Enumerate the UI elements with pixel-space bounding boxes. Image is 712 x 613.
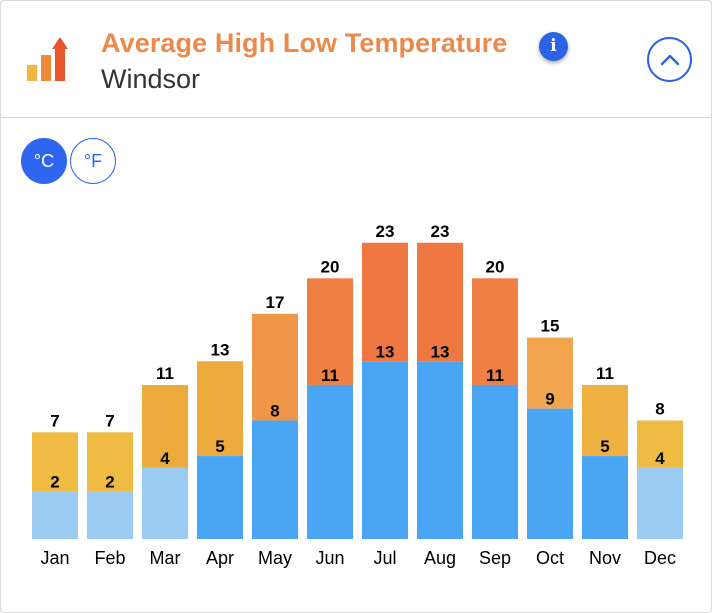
low-value-label: 2	[105, 473, 114, 492]
high-bar	[197, 361, 243, 457]
low-value-label: 9	[545, 390, 554, 409]
low-value-label: 13	[431, 342, 450, 361]
low-bar	[362, 361, 408, 539]
low-value-label: 13	[376, 342, 395, 361]
month-tick-label: Jun	[315, 548, 344, 568]
month-tick-label: Mar	[150, 548, 181, 568]
card-header: Average High Low Temperature Windsor i	[1, 1, 711, 118]
low-value-label: 5	[215, 437, 224, 456]
month-tick-label: Apr	[206, 548, 234, 568]
fahrenheit-toggle-button[interactable]: °F	[70, 138, 116, 184]
low-value-label: 2	[50, 473, 59, 492]
high-value-label: 7	[105, 411, 114, 430]
high-value-label: 11	[156, 364, 174, 383]
low-value-label: 4	[655, 449, 665, 468]
month-tick-label: Sep	[479, 548, 511, 568]
temperature-bar-chart: 7 2 Jan 7 2 Feb 11 4 Mar 13 5 Apr 17 8 May 20 11 Jun 23 13 J…	[32, 222, 683, 568]
high-bar	[637, 420, 683, 468]
month-tick-label: Oct	[536, 548, 564, 568]
low-bar	[307, 384, 353, 539]
card-title: Average High Low Temperature	[101, 28, 508, 58]
low-bar	[527, 408, 573, 539]
high-value-label: 17	[266, 293, 285, 312]
high-bar	[252, 313, 298, 421]
low-bar	[472, 384, 518, 539]
month-tick-label: Jul	[373, 548, 396, 568]
high-bar	[527, 337, 573, 409]
location-name: Windsor	[101, 64, 201, 94]
high-value-label: 20	[486, 257, 505, 276]
month-tick-label: Jan	[40, 548, 69, 568]
month-tick-label: Feb	[94, 548, 125, 568]
month-tick-label: Aug	[424, 548, 456, 568]
high-bar	[32, 432, 78, 492]
collapse-button[interactable]	[647, 37, 692, 82]
high-value-label: 15	[541, 317, 560, 336]
info-icon[interactable]: i	[539, 32, 568, 61]
celsius-toggle-button[interactable]: °C	[21, 138, 67, 184]
low-bar	[197, 456, 243, 539]
low-value-label: 5	[600, 437, 609, 456]
high-bar	[417, 242, 463, 362]
high-bar	[472, 278, 518, 385]
low-value-label: 8	[270, 402, 279, 421]
month-tick-label: Dec	[644, 548, 676, 568]
low-bar	[582, 456, 628, 539]
low-bar	[32, 491, 78, 539]
high-bar	[362, 242, 408, 362]
low-bar	[142, 467, 188, 539]
high-bar	[142, 384, 188, 468]
high-value-label: 23	[431, 222, 450, 241]
low-value-label: 11	[486, 366, 504, 385]
chevron-up-icon	[660, 54, 680, 66]
low-bar	[87, 491, 133, 539]
high-value-label: 8	[655, 400, 664, 419]
low-value-label: 11	[321, 366, 339, 385]
low-value-label: 4	[160, 449, 170, 468]
low-bar	[252, 420, 298, 539]
low-bar	[637, 467, 683, 539]
high-value-label: 23	[376, 222, 395, 241]
high-bar	[582, 384, 628, 457]
bar-chart-logo-icon	[27, 37, 68, 81]
high-value-label: 20	[321, 257, 340, 276]
high-bar	[87, 432, 133, 492]
high-value-label: 7	[50, 411, 59, 430]
high-bar	[307, 278, 353, 385]
month-tick-label: Nov	[589, 548, 621, 568]
low-bar	[417, 361, 463, 539]
high-value-label: 11	[596, 364, 614, 383]
high-value-label: 13	[211, 340, 230, 359]
month-tick-label: May	[258, 548, 292, 568]
